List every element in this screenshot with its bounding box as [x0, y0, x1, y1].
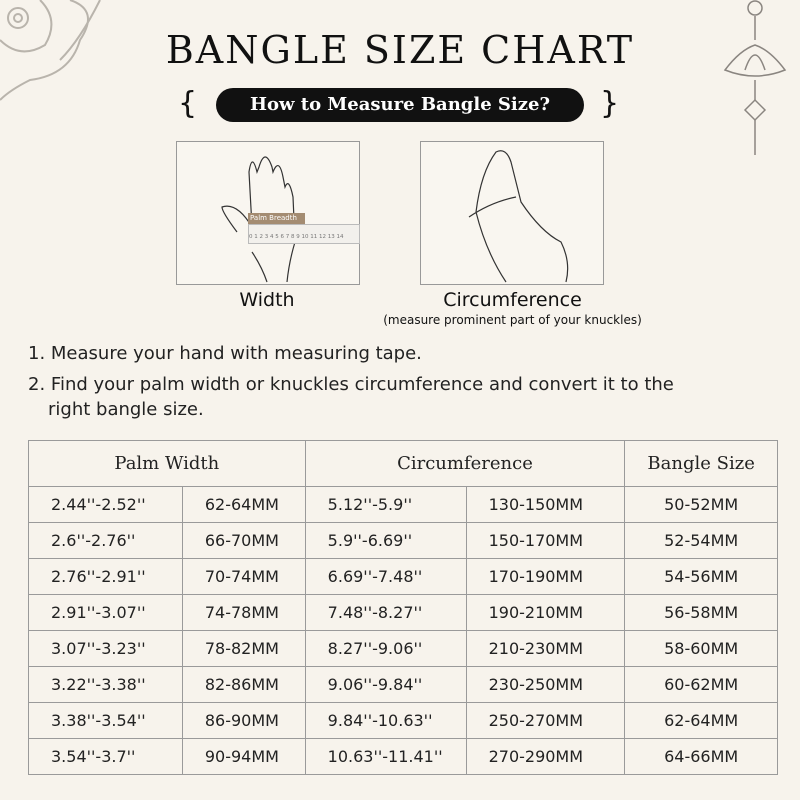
- palm-width-mm: 90-94MM: [181, 738, 306, 775]
- circumference-inches: 9.06''-9.84'': [304, 666, 467, 703]
- circumference-mm: 190-210MM: [465, 594, 626, 631]
- page-title: BANGLE SIZE CHART: [165, 28, 635, 72]
- table-row: 2.44''-2.52'' 62-64MM 5.12''-5.9'' 130-150M…: [28, 486, 778, 523]
- table-row: 2.91''-3.07'' 74-78MM 7.48''-8.27'' 190-210…: [28, 594, 778, 631]
- circumference-mm: 130-150MM: [465, 486, 626, 523]
- bangle-size: 64-66MM: [624, 738, 778, 775]
- circumference-caption: Circumference: [443, 289, 582, 311]
- header-palm-width: Palm Width: [28, 440, 306, 487]
- palm-width-mm: 62-64MM: [181, 486, 306, 523]
- bangle-size: 60-62MM: [624, 666, 778, 703]
- circumference-illustration: [420, 141, 604, 285]
- table-header-row: Palm Width Circumference Bangle Size: [28, 440, 778, 487]
- circumference-mm: 270-290MM: [465, 738, 626, 775]
- palm-width-mm: 66-70MM: [181, 522, 306, 559]
- subtitle-banner: How to Measure Bangle Size?: [216, 88, 584, 122]
- palm-width-inches: 2.6''-2.76'': [28, 522, 183, 559]
- circumference-mm: 150-170MM: [465, 522, 626, 559]
- palm-breadth-label: Palm Breadth: [248, 213, 305, 224]
- circumference-inches: 6.69''-7.48'': [304, 558, 467, 595]
- bangle-size: 50-52MM: [624, 486, 778, 523]
- right-scroll-ornament-icon: }: [600, 86, 620, 121]
- palm-width-mm: 74-78MM: [181, 594, 306, 631]
- palm-width-inches: 3.38''-3.54'': [28, 702, 183, 739]
- palm-width-inches: 3.07''-3.23'': [28, 630, 183, 667]
- palm-width-inches: 2.91''-3.07'': [28, 594, 183, 631]
- circumference-inches: 5.12''-5.9'': [304, 486, 467, 523]
- step-2: 2. Find your palm width or knuckles circ…: [28, 374, 674, 395]
- size-table: Palm Width Circumference Bangle Size 2.4…: [28, 440, 778, 775]
- palm-width-mm: 70-74MM: [181, 558, 306, 595]
- ruler: 0 1 2 3 4 5 6 7 8 9 10 11 12 13 14: [248, 224, 360, 244]
- palm-width-inches: 2.44''-2.52'': [28, 486, 183, 523]
- table-row: 2.6''-2.76'' 66-70MM 5.9''-6.69'' 150-170MM…: [28, 522, 778, 559]
- palm-width-mm: 82-86MM: [181, 666, 306, 703]
- circumference-note: (measure prominent part of your knuckles…: [383, 313, 642, 327]
- header-bangle-size: Bangle Size: [624, 440, 778, 487]
- hand-palm-icon: [221, 156, 296, 283]
- table-row: 3.38''-3.54'' 86-90MM 9.84''-10.63'' 250-27…: [28, 702, 778, 739]
- palm-width-mm: 86-90MM: [181, 702, 306, 739]
- width-caption: Width: [239, 289, 295, 311]
- circumference-inches: 7.48''-8.27'': [304, 594, 467, 631]
- step-1: 1. Measure your hand with measuring tape…: [28, 343, 422, 364]
- circumference-inches: 10.63''-11.41'': [304, 738, 467, 775]
- palm-width-inches: 3.54''-3.7'': [28, 738, 183, 775]
- hand-knuckles-icon: [468, 150, 569, 283]
- table-row: 3.54''-3.7'' 90-94MM 10.63''-11.41'' 270-29…: [28, 738, 778, 775]
- lotus-ornament-icon: [0, 0, 101, 101]
- width-illustration: Palm Breadth 0 1 2 3 4 5 6 7 8 9 10 11 1…: [176, 141, 360, 285]
- circumference-inches: 9.84''-10.63'': [304, 702, 467, 739]
- circumference-mm: 210-230MM: [465, 630, 626, 667]
- bangle-size: 52-54MM: [624, 522, 778, 559]
- palm-width-mm: 78-82MM: [181, 630, 306, 667]
- circumference-mm: 170-190MM: [465, 558, 626, 595]
- table-row: 3.07''-3.23'' 78-82MM 8.27''-9.06'' 210-230…: [28, 630, 778, 667]
- step-2-continued: right bangle size.: [48, 399, 204, 420]
- hanging-lotus-icon: [723, 0, 787, 155]
- bangle-size: 56-58MM: [624, 594, 778, 631]
- circumference-mm: 230-250MM: [465, 666, 626, 703]
- bangle-size: 62-64MM: [624, 702, 778, 739]
- palm-width-inches: 3.22''-3.38'': [28, 666, 183, 703]
- circumference-inches: 8.27''-9.06'': [304, 630, 467, 667]
- header-circumference: Circumference: [304, 440, 626, 487]
- table-row: 3.22''-3.38'' 82-86MM 9.06''-9.84'' 230-250…: [28, 666, 778, 703]
- left-scroll-ornament-icon: {: [178, 86, 198, 121]
- circumference-mm: 250-270MM: [465, 702, 626, 739]
- table-row: 2.76''-2.91'' 70-74MM 6.69''-7.48'' 170-190…: [28, 558, 778, 595]
- palm-width-inches: 2.76''-2.91'': [28, 558, 183, 595]
- circumference-inches: 5.9''-6.69'': [304, 522, 467, 559]
- bangle-size: 54-56MM: [624, 558, 778, 595]
- bangle-size: 58-60MM: [624, 630, 778, 667]
